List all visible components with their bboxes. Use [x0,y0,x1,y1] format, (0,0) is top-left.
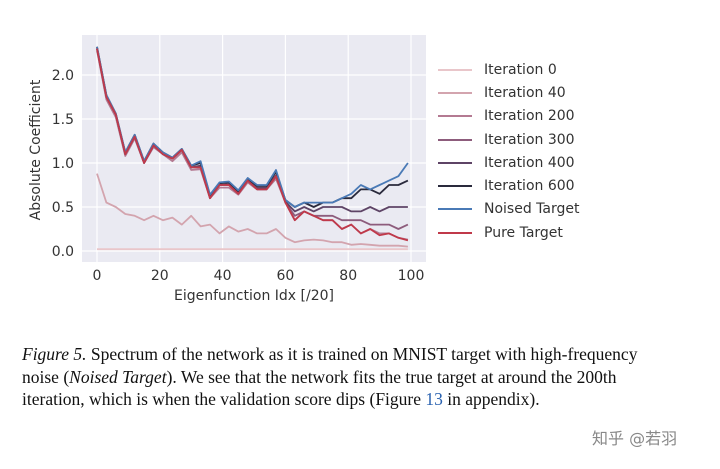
legend-label: Noised Target [484,201,580,218]
plot-background [82,35,426,262]
figure-ref-link[interactable]: 13 [425,389,443,409]
legend-swatch [438,115,472,118]
chart: 0 20 40 60 80 100 0.0 0.5 1.0 1.5 2.0 Eigenfunction… [28,35,426,304]
legend-item: Iteration 40 [438,81,579,104]
series-line-pure-target [96,48,409,242]
legend-item: Noised Target [438,198,579,221]
legend-item: Iteration 600 [438,174,579,197]
x-tick-label: 100 [398,268,425,284]
legend-item: Iteration 300 [438,128,579,151]
x-tick-label: 0 [93,268,102,284]
y-tick-label: 0.5 [52,200,74,216]
legend-label: Iteration 200 [484,108,575,125]
y-tick-label: 1.0 [52,156,74,172]
legend-swatch [438,138,472,141]
figure-caption: Figure 5. Spectrum of the network as it … [22,343,642,411]
caption-text: in appendix). [442,389,540,409]
legend-swatch [438,91,472,94]
legend-swatch [438,185,472,188]
caption-text: Spectrum of the network as it is trained… [22,344,638,387]
legend-label: Iteration 600 [484,178,575,195]
legend-swatch [438,68,472,71]
legend-swatch [438,161,472,164]
legend-item: Iteration 0 [438,58,579,81]
caption-text: ). We see that the network fits the true… [22,366,617,410]
legend-item: Iteration 400 [438,151,579,174]
legend-label: Iteration 0 [484,61,557,78]
x-tick-label: 80 [339,268,357,284]
legend-label: Iteration 400 [484,154,575,171]
legend-item: Pure Target [438,221,579,244]
y-tick-label: 0.0 [52,244,74,260]
y-tick-label: 2.0 [52,68,74,84]
figure-label: Figure 5. [22,344,87,364]
legend: Iteration 0 Iteration 40 Iteration 200 Iter… [438,58,579,244]
legend-item: Iteration 200 [438,105,579,128]
y-axis-label: Absolute Coefficient [28,79,44,220]
legend-swatch [438,208,472,211]
x-tick-label: 20 [151,268,169,284]
legend-swatch [438,231,472,234]
watermark: 知乎 @若羽 [592,429,678,448]
legend-label: Iteration 300 [484,131,575,148]
x-tick-label: 60 [276,268,294,284]
legend-label: Iteration 40 [484,84,566,101]
y-tick-label: 1.5 [52,112,74,128]
x-tick-label: 40 [214,268,232,284]
series-line-iteration-40 [96,173,408,248]
legend-label: Pure Target [484,224,563,241]
x-axis-label: Eigenfunction Idx [/20] [174,288,334,304]
noised-target-term: Noised Target [69,366,167,387]
